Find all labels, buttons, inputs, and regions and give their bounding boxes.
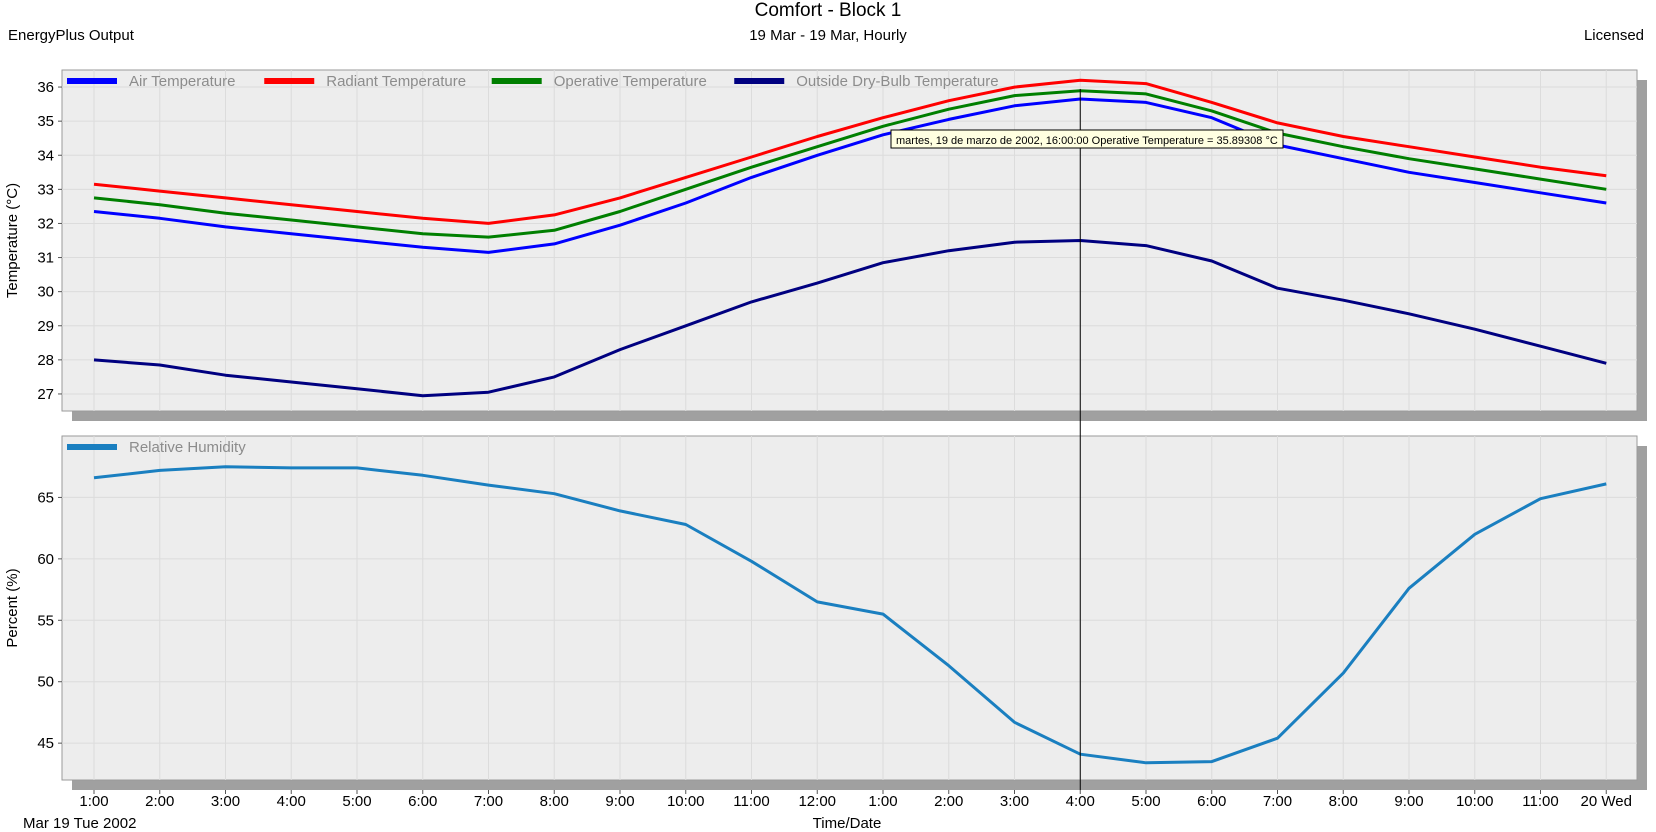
x-tick-label: 11:00 [1522, 793, 1558, 810]
chart-panel-1: 27 28 29 30 31 32 33 34 35 36 Temperature (°C) Air … [4, 69, 1647, 421]
x-tick-label: 10:00 [1456, 793, 1494, 810]
series-line-radiant-temperature[interactable] [93, 78, 1607, 225]
y-tick-label: 29 [37, 318, 54, 335]
x-axis-date-label: Mar 19 Tue 2002 [23, 815, 136, 832]
x-tick-label: 10:00 [667, 793, 705, 810]
series-line-operative-temperature[interactable] [93, 89, 1607, 239]
x-tick-label: 3:00 [1000, 793, 1029, 810]
series-line-air-temperature[interactable] [93, 97, 1607, 254]
output-source-label: EnergyPlus Output [8, 27, 134, 44]
x-tick-label: 2:00 [145, 793, 174, 810]
x-tick-label: 6:00 [408, 793, 437, 810]
y-tick-label: 45 [37, 735, 54, 752]
x-tick-label: 7:00 [474, 793, 503, 810]
x-tick-label: 6:00 [1197, 793, 1226, 810]
y-tick-label: 31 [37, 250, 54, 267]
y-tick-label: 55 [37, 612, 54, 629]
series-line-outside-dry-bulb-temperature[interactable] [93, 239, 1607, 398]
legend-swatch-air-temperature [67, 78, 117, 84]
series-line-relative-humidity[interactable] [93, 465, 1607, 765]
chart-subtitle: 19 Mar - 19 Mar, Hourly [749, 27, 907, 44]
legend-label-operative-temperature: Operative Temperature [554, 73, 707, 90]
y-tick-label: 60 [37, 551, 54, 568]
x-tick-label: 2:00 [934, 793, 963, 810]
legend-label-outside-dry-bulb-temperature: Outside Dry-Bulb Temperature [796, 73, 998, 90]
y-tick-label: 32 [37, 215, 54, 232]
x-tick-label: 1:00 [868, 793, 897, 810]
x-tick-label: 4:00 [277, 793, 306, 810]
x-tick-label: 7:00 [1263, 793, 1292, 810]
x-tick-label: 8:00 [1329, 793, 1358, 810]
chart-panel-2: 45 50 55 60 65 Percent (%) Relative Humidity [4, 435, 1647, 790]
legend-label-radiant-temperature: Radiant Temperature [326, 73, 466, 90]
tooltip-box [890, 129, 1284, 149]
y-tick-label: 30 [37, 284, 54, 301]
legend-label-relative-humidity: Relative Humidity [129, 439, 246, 456]
legend-swatch-outside-dry-bulb-temperature [734, 78, 785, 84]
x-tick-label: 3:00 [211, 793, 240, 810]
y-tick-label: 50 [37, 674, 54, 691]
y-axis-label: Temperature (°C) [4, 183, 21, 298]
x-tick-label: 5:00 [342, 793, 371, 810]
y-tick-label: 28 [37, 352, 54, 369]
x-tick-label: 9:00 [1394, 793, 1423, 810]
y-tick-label: 27 [37, 386, 54, 403]
x-tick-label: 11:00 [733, 793, 769, 810]
y-tick-label: 65 [37, 489, 54, 506]
x-tick-label: 8:00 [540, 793, 569, 810]
y-tick-label: 34 [37, 147, 54, 164]
tooltip-text: martes, 19 de marzo de 2002, 16:00:00 Op… [896, 135, 1278, 147]
x-tick-label: 5:00 [1131, 793, 1160, 810]
chart-title: Comfort - Block 1 [754, 0, 902, 21]
legend-swatch-operative-temperature [491, 78, 542, 84]
legend-label-air-temperature: Air Temperature [129, 73, 235, 90]
x-axis-label: Time/Date [813, 815, 882, 832]
y-tick-label: 36 [37, 79, 54, 96]
y-axis-label: Percent (%) [4, 568, 21, 647]
x-tick-label: 20 Wed [1581, 793, 1632, 810]
y-tick-label: 33 [37, 181, 54, 198]
x-tick-label: 1:00 [79, 793, 108, 810]
legend-swatch-radiant-temperature [264, 78, 315, 84]
tooltip: martes, 19 de marzo de 2002, 16:00:00 Op… [890, 129, 1284, 149]
x-tick-label: 12:00 [798, 793, 836, 810]
x-tick-label: 9:00 [605, 793, 634, 810]
y-tick-label: 35 [37, 113, 54, 130]
license-label: Licensed [1583, 27, 1644, 44]
x-tick-label: 4:00 [1066, 793, 1095, 810]
legend-swatch-relative-humidity [67, 444, 117, 450]
